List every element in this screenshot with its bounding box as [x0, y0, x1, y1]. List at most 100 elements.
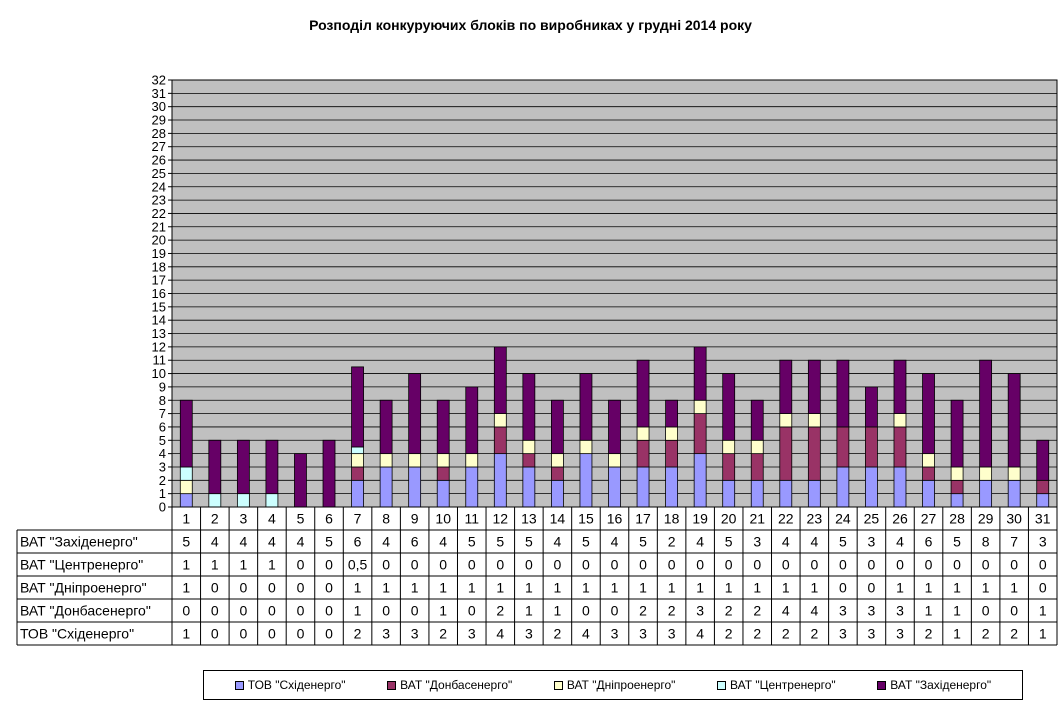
legend-item: ВАТ "Дніпроенерго": [553, 678, 675, 692]
table-value: 1: [696, 580, 704, 596]
y-tick-label: 7: [159, 406, 166, 421]
table-value: 2: [1010, 626, 1018, 642]
table-value: 0: [1010, 603, 1018, 619]
y-tick-label: 30: [152, 99, 166, 114]
bar-segment: [836, 359, 850, 428]
table-value: 7: [1010, 534, 1018, 550]
table-value: 2: [439, 626, 447, 642]
table-value: 0: [639, 557, 647, 573]
table-value: 3: [411, 626, 419, 642]
x-tick-label: 4: [268, 511, 276, 527]
x-tick-label: 30: [1006, 511, 1022, 527]
y-tick-label: 23: [152, 193, 166, 208]
table-value: 1: [611, 580, 619, 596]
bar-segment: [779, 426, 793, 481]
bar-segment: [865, 386, 878, 428]
bar-segment: [351, 479, 364, 508]
table-value: 3: [896, 603, 904, 619]
bar-segment: [950, 399, 964, 468]
legend-item: ВАТ "Донбасенерго": [387, 678, 512, 692]
bar-segment: [522, 373, 536, 441]
table-value: 1: [468, 580, 476, 596]
table-value: 8: [982, 534, 990, 550]
x-tick-label: 14: [550, 511, 566, 527]
table-value: 1: [182, 557, 190, 573]
table-value: 0: [268, 580, 276, 596]
bar-segment: [893, 359, 907, 414]
bar-segment: [979, 479, 993, 508]
x-tick-label: 5: [297, 511, 305, 527]
x-tick-label: 23: [807, 511, 823, 527]
table-value: 0: [525, 557, 533, 573]
table-value: 0: [239, 603, 247, 619]
bar-segment: [208, 439, 222, 495]
table-value: 1: [582, 580, 590, 596]
x-tick-label: 19: [692, 511, 708, 527]
table-value: 1: [525, 580, 533, 596]
table-value: 0: [468, 557, 476, 573]
table-value: 0: [496, 557, 504, 573]
table-value: 6: [925, 534, 933, 550]
table-value: 0: [611, 557, 619, 573]
table-value: 6: [354, 534, 362, 550]
bar-segment: [636, 466, 650, 508]
table-value: 1: [354, 580, 362, 596]
table-value: 0: [982, 603, 990, 619]
table-value: 0: [411, 603, 419, 619]
table-value: 0,5: [348, 557, 368, 573]
bar-segment: [179, 479, 193, 495]
bar-segment: [179, 466, 193, 481]
table-value: 1: [782, 580, 790, 596]
table-value: 0: [896, 557, 904, 573]
table-value: 1: [725, 580, 733, 596]
bar-segment: [465, 386, 479, 455]
y-tick-label: 2: [159, 473, 166, 488]
bar-segment: [322, 439, 336, 508]
data-table: 1 2 3 4 5 6 7 8 9 10 11 12 13 14 15 16 17 18 19 20 21 22 23 24 2…: [16, 506, 1058, 646]
bar-segment: [1007, 466, 1021, 481]
bar-segment: [579, 453, 593, 508]
table-value: 0: [297, 626, 305, 642]
table-value: 0: [839, 580, 847, 596]
table-value: 2: [639, 603, 647, 619]
bar-segment: [551, 399, 564, 455]
table-series-name: ВАТ "Дніпроенерго": [20, 580, 147, 596]
table-value: 0: [868, 580, 876, 596]
bar-segment: [922, 479, 935, 508]
bar-segment: [636, 426, 650, 441]
bar-segment: [750, 453, 764, 481]
table-value: 0: [1039, 557, 1047, 573]
legend-swatch: [553, 680, 563, 690]
table-series-name: ВАТ "Західенерго": [20, 534, 138, 550]
legend-item: ВАТ "Центренерго": [717, 678, 836, 692]
table-value: 4: [782, 534, 790, 550]
table-value: 3: [839, 626, 847, 642]
x-tick-label: 3: [239, 511, 247, 527]
x-tick-label: 12: [493, 511, 509, 527]
x-tick-label: 29: [978, 511, 994, 527]
legend-label: ВАТ "Донбасенерго": [400, 678, 513, 692]
x-tick-label: 8: [382, 511, 390, 527]
bar-segment: [922, 453, 935, 468]
bar-segment: [665, 439, 678, 468]
bar-segment: [179, 493, 193, 508]
table-value: 4: [239, 534, 247, 550]
bar-segment: [351, 446, 364, 455]
bar-segment: [979, 359, 993, 468]
table-value: 0: [182, 603, 190, 619]
bar-segment: [436, 453, 450, 468]
table-series-name: ВАТ "Центренерго": [20, 557, 143, 573]
table-value: 0: [297, 603, 305, 619]
table-value: 0: [810, 557, 818, 573]
legend-label: ТОВ "Східенерго": [247, 678, 346, 692]
bar-segment: [265, 493, 279, 508]
table-value: 4: [782, 603, 790, 619]
table-value: 0: [953, 557, 961, 573]
table-value: 1: [382, 580, 390, 596]
bar-segment: [1036, 493, 1050, 508]
table-value: 3: [611, 626, 619, 642]
table-value: 1: [953, 626, 961, 642]
bar-segment: [865, 466, 878, 508]
bar-segment: [436, 399, 450, 455]
